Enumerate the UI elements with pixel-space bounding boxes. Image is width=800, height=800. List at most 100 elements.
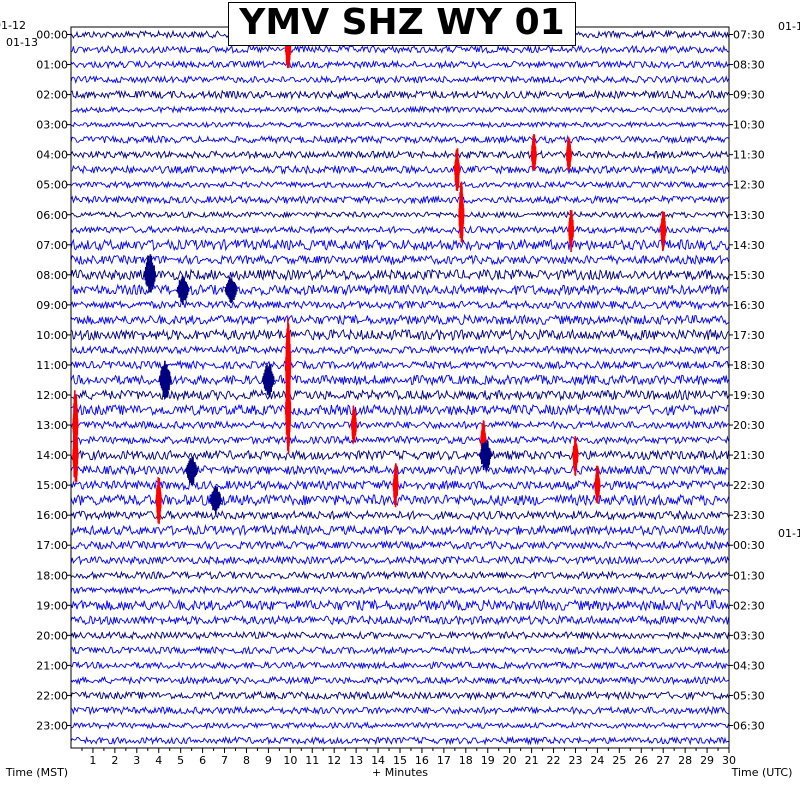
x-tick-label: 13: [349, 754, 363, 767]
x-tick-label: 24: [590, 754, 604, 767]
x-tick-label: 12: [327, 754, 341, 767]
x-tick-label: 29: [700, 754, 714, 767]
trace-line: [70, 493, 730, 507]
trace-line: [70, 105, 729, 114]
left-hour-label: 18:00: [36, 569, 68, 582]
event-burst: [350, 405, 358, 444]
event-burst: [458, 181, 465, 243]
trace-line: [71, 120, 729, 129]
right-hour-label: 12:30: [733, 179, 765, 192]
right-hour-label: 20:30: [733, 419, 765, 432]
left-hour-label: 05:00: [36, 179, 68, 192]
left-hour-label: 00:00: [36, 29, 68, 42]
left-hour-label: 17:00: [36, 539, 68, 552]
x-tick-label: 14: [371, 754, 385, 767]
trace-line: [70, 344, 729, 356]
x-tick-label: 9: [265, 754, 272, 767]
event-burst: [478, 441, 493, 471]
right-hour-label: 16:30: [733, 299, 765, 312]
right-hour-label: 04:30: [733, 659, 765, 672]
right-hour-label: 17:30: [733, 329, 765, 342]
x-tick-label: 3: [133, 754, 140, 767]
event-burst: [158, 360, 173, 398]
left-hour-label: 19:00: [36, 599, 68, 612]
x-tick-label: 6: [199, 754, 206, 767]
right-hour-label: 22:30: [733, 479, 765, 492]
x-tick-label: 16: [415, 754, 429, 767]
event-burst: [572, 436, 579, 476]
right-hour-label: 07:30: [733, 29, 765, 42]
trace-line: [70, 225, 729, 235]
left-hour-label: 09:00: [36, 299, 68, 312]
event-burst: [659, 211, 667, 252]
right-date-mid: 01-1: [778, 527, 800, 540]
x-tick-label: 2: [111, 754, 118, 767]
left-hour-label: 15:00: [36, 479, 68, 492]
trace-line: [70, 359, 730, 371]
left-hour-label: 12:00: [36, 389, 68, 402]
x-tick-label: 28: [678, 754, 692, 767]
trace-line: [70, 660, 729, 670]
right-hour-label: 21:30: [733, 449, 765, 462]
trace-line: [70, 403, 729, 417]
trace-line: [70, 238, 730, 252]
event-burst: [284, 370, 292, 454]
x-tick-label: 27: [656, 754, 670, 767]
left-hour-label: 02:00: [36, 89, 68, 102]
event-burst: [530, 133, 538, 172]
event-burst: [261, 363, 276, 398]
trace-layer: [70, 29, 730, 746]
trace-line: [70, 134, 729, 145]
x-tick-label: 25: [612, 754, 626, 767]
event-layer: [72, 26, 667, 524]
event-burst: [567, 209, 575, 253]
left-hour-label: 10:00: [36, 329, 68, 342]
event-burst: [184, 456, 199, 486]
right-hour-label: 01:30: [733, 569, 765, 582]
left-hour-label: 08:00: [36, 269, 68, 282]
trace-line: [70, 373, 730, 387]
left-hour-label: 07:00: [36, 239, 68, 252]
x-tick-label: 30: [722, 754, 736, 767]
right-hour-label: 09:30: [733, 89, 765, 102]
event-burst: [143, 254, 157, 293]
right-axis-label: Time (UTC): [731, 766, 793, 779]
trace-line: [70, 555, 730, 566]
left-axis-label: Time (MST): [5, 766, 68, 779]
event-burst: [565, 137, 573, 172]
label-layer: 1 2 3 4 5 6 7 8 9 10 11 12 13 14 15 16 17 18 19 20 21 22 23 24 2…: [0, 19, 800, 779]
x-tick-label: 11: [305, 754, 319, 767]
trace-line: [70, 523, 729, 537]
left-hour-label: 14:00: [36, 449, 68, 462]
trace-line: [70, 539, 730, 551]
trace-line: [71, 164, 730, 176]
left-hour-label: 22:00: [36, 689, 68, 702]
trace-line: [70, 479, 730, 492]
trace-line: [70, 690, 730, 701]
trace-line: [70, 89, 730, 100]
event-burst: [209, 485, 223, 515]
trace-line: [70, 313, 729, 326]
trace-line: [70, 299, 729, 311]
right-hour-label: 15:30: [733, 269, 765, 282]
trace-line: [70, 585, 729, 596]
event-burst: [594, 465, 601, 504]
right-hour-label: 13:30: [733, 209, 765, 222]
event-burst: [224, 276, 238, 304]
x-tick-label: 17: [437, 754, 451, 767]
left-hour-label: 04:00: [36, 149, 68, 162]
event-burst: [453, 148, 461, 192]
x-tick-label: 8: [243, 754, 250, 767]
trace-line: [70, 194, 729, 205]
trace-line: [70, 283, 729, 297]
x-tick-label: 1: [89, 754, 96, 767]
trace-line: [70, 434, 730, 446]
right-hour-label: 19:30: [733, 389, 765, 402]
trace-line: [70, 464, 729, 476]
x-tick-label: 5: [177, 754, 184, 767]
left-hour-label: 16:00: [36, 509, 68, 522]
trace-line: [70, 721, 730, 730]
title-box: YMV SHZ WY 01: [228, 2, 576, 46]
